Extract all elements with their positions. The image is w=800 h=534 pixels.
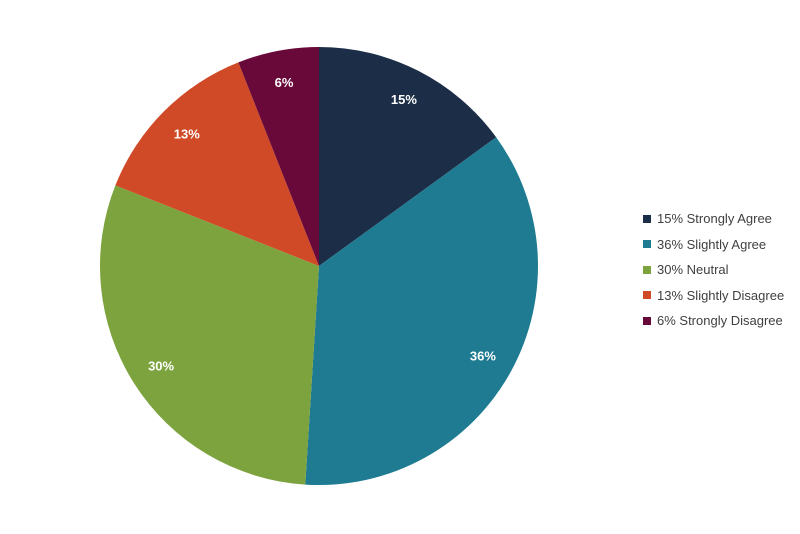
legend-label: 6% Strongly Disagree	[657, 313, 783, 329]
legend-swatch	[643, 265, 651, 274]
legend-swatch	[643, 316, 651, 325]
legend-item-slightly-disagree: 13% Slightly Disagree	[643, 283, 784, 309]
legend-swatch	[643, 291, 651, 300]
legend-label: 36% Slightly Agree	[657, 236, 767, 252]
legend-swatch	[643, 214, 651, 223]
slice-label-neutral: 30%	[148, 359, 174, 374]
pie-slice-labels: 15% 36% 30% 13% 6%	[148, 75, 496, 374]
legend-label: 30% Neutral	[657, 262, 729, 278]
legend-item-slightly-agree: 36% Slightly Agree	[643, 232, 784, 258]
slice-label-strongly-disagree: 6%	[275, 75, 294, 90]
pie-slice-slightly-agree	[305, 137, 538, 486]
slice-label-slightly-agree: 36%	[470, 349, 496, 364]
chart-legend: 15% Strongly Agree 36% Slightly Agree 30% …	[643, 206, 784, 334]
legend-item-strongly-disagree: 6% Strongly Disagree	[643, 308, 784, 334]
legend-item-strongly-agree: 15% Strongly Agree	[643, 206, 784, 232]
legend-swatch	[643, 240, 651, 249]
pie-slices	[99, 47, 538, 486]
legend-label: 13% Slightly Disagree	[657, 287, 785, 303]
slice-label-strongly-agree: 15%	[391, 92, 417, 107]
pie-slice-strongly-agree	[319, 47, 497, 266]
pie-slice-strongly-disagree	[238, 47, 319, 266]
pie-slice-neutral	[99, 185, 319, 485]
slice-label-slightly-disagree: 13%	[174, 126, 200, 141]
legend-item-neutral: 30% Neutral	[643, 257, 784, 283]
pie-slice-slightly-disagree	[115, 62, 319, 266]
legend-label: 15% Strongly Agree	[657, 211, 772, 227]
